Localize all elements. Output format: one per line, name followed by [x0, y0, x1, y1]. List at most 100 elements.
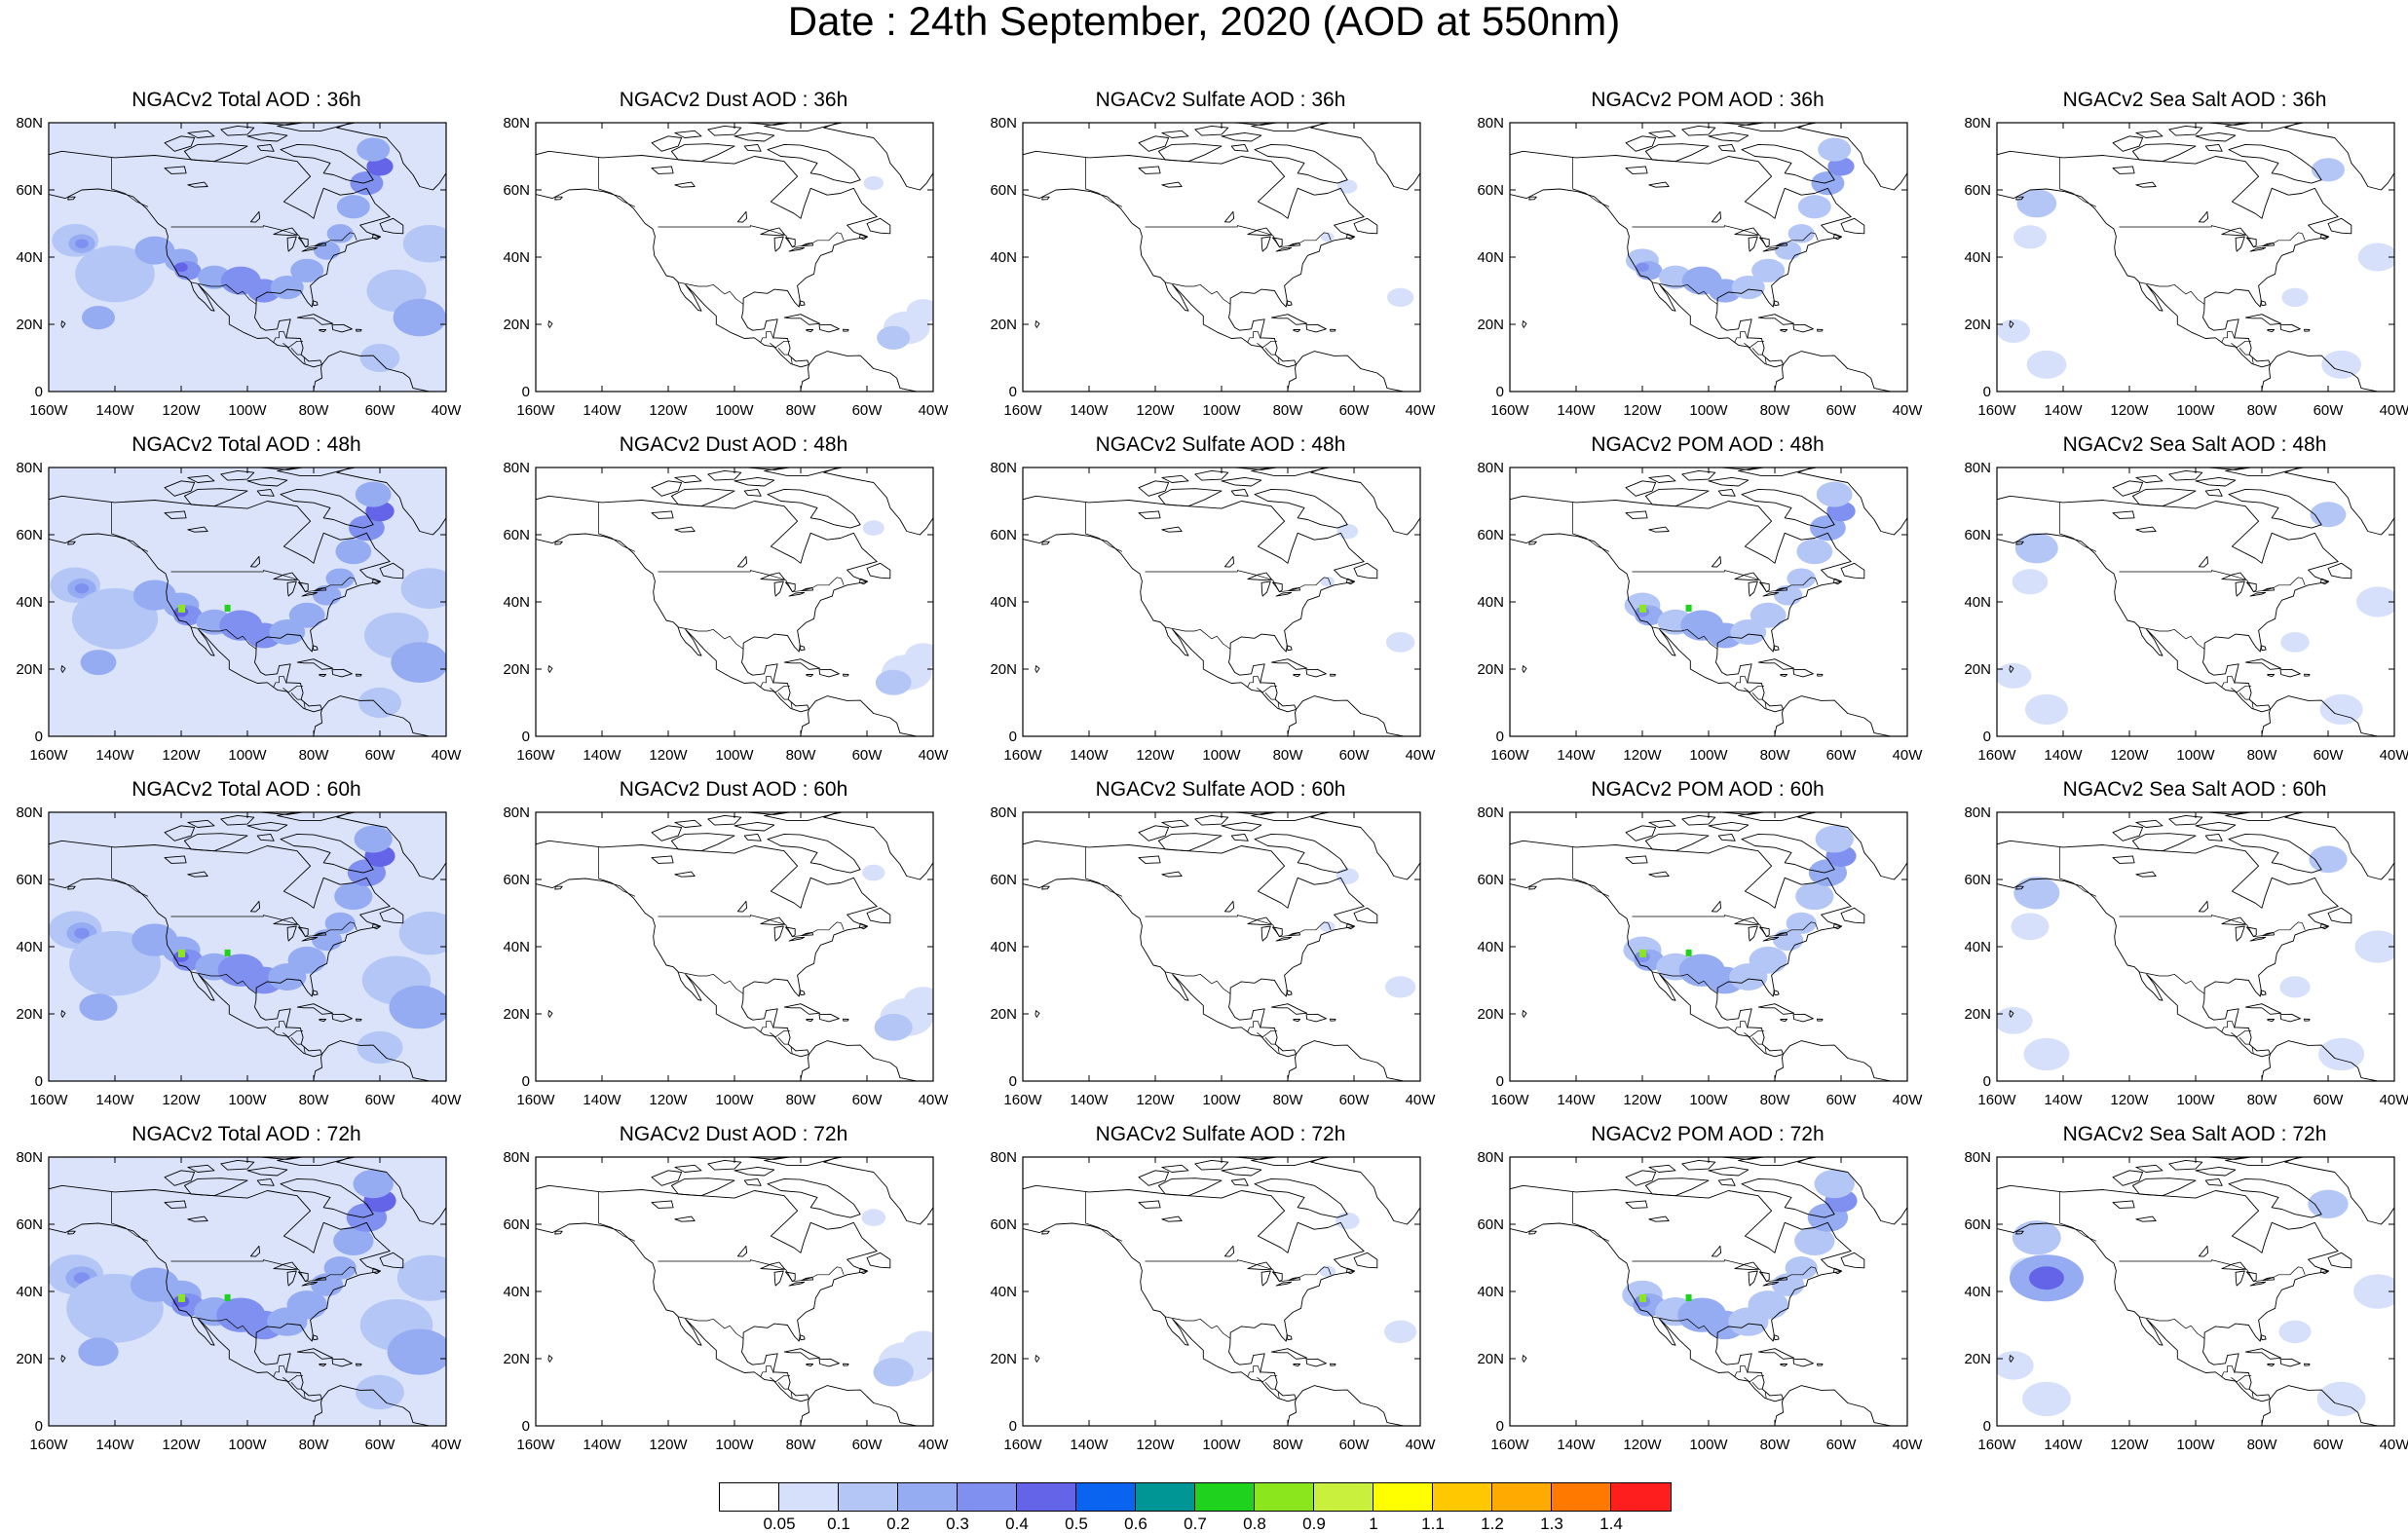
political-border: [2059, 502, 2097, 552]
aod-plume: [1797, 195, 1831, 219]
coastline-outline: [1758, 237, 1770, 248]
lat-tick-label: 80N: [990, 804, 1017, 821]
coastline-outline: [1625, 825, 1657, 841]
aod-hotspot: [1685, 604, 1692, 612]
political-border: [2221, 1365, 2236, 1378]
coastline-outline: [2195, 1166, 2237, 1177]
lon-tick-label: 40W: [432, 747, 463, 764]
lat-tick-label: 80N: [1477, 460, 1504, 476]
aod-plume: [335, 539, 372, 565]
political-border: [2119, 225, 2306, 248]
coastline-outline: [2261, 1385, 2381, 1426]
coastline-outline: [1734, 572, 1760, 581]
political-border: [777, 1036, 789, 1045]
aod-plume: [325, 568, 355, 589]
lon-tick-label: 120W: [162, 747, 201, 764]
political-border: [1734, 330, 1749, 344]
coastline-outline: [2198, 900, 2209, 913]
aod-plume: [323, 1256, 357, 1280]
coastline-outline: [2228, 143, 2322, 184]
lon-tick-label: 100W: [1689, 1092, 1728, 1108]
lat-tick-label: 40N: [1477, 249, 1504, 266]
coastline-outline: [843, 1363, 849, 1366]
coastline-outline: [866, 217, 891, 235]
coastline-outline: [1138, 1170, 1170, 1186]
coastline-outline: [859, 578, 869, 585]
aod-plume: [1775, 241, 1802, 260]
coastline-outline: [1625, 510, 1648, 519]
coastline-outline: [1023, 840, 1365, 1058]
coastline-outline: [1681, 1159, 1716, 1171]
coastline-outline: [1275, 936, 1293, 942]
lat-tick-label: 60N: [16, 1216, 43, 1233]
coastline-outline: [2249, 936, 2267, 942]
political-border: [598, 157, 636, 207]
coastline-outline: [743, 833, 762, 841]
aod-plume: [290, 258, 324, 282]
aod-plume: [334, 882, 373, 911]
coastline-outline: [1774, 1385, 1894, 1426]
coastline-outline: [356, 1363, 362, 1366]
aod-plume: [2013, 877, 2060, 910]
lon-tick-label: 120W: [649, 747, 688, 764]
coastline-outline: [1275, 591, 1293, 597]
coastline-outline: [1293, 1364, 1301, 1367]
coastline-outline: [1138, 166, 1161, 174]
lon-tick-label: 120W: [649, 1437, 688, 1453]
political-border: [2221, 330, 2236, 344]
coastline-outline: [379, 217, 404, 235]
lat-tick-label: 0: [1009, 1418, 1017, 1435]
lat-tick-label: 60N: [1477, 527, 1504, 543]
coastline-outline: [2249, 1281, 2267, 1287]
coastline-outline: [1023, 495, 1365, 713]
coastline-outline: [773, 1270, 784, 1287]
coastline-outline: [799, 1334, 806, 1341]
coastline-outline: [2135, 181, 2157, 188]
coastline-outline: [1157, 833, 1223, 852]
lat-tick-label: 0: [522, 1073, 530, 1090]
political-border: [2138, 281, 2205, 305]
coastline-outline: [273, 1261, 299, 1271]
colorbar-level-label: 0.6: [1124, 1514, 1148, 1533]
lon-tick-label: 140W: [1070, 1092, 1109, 1108]
coastline-outline: [336, 812, 446, 880]
lon-tick-label: 80W: [299, 747, 330, 764]
coastline-outline: [1161, 130, 1189, 138]
aod-plume: [1794, 1226, 1835, 1255]
coastline-outline: [2198, 1245, 2209, 1257]
coastline-outline: [1247, 227, 1273, 237]
political-border: [1247, 330, 1261, 344]
lon-tick-label: 60W: [365, 1092, 396, 1108]
aod-map: 160W 140W 120W 100W 80W 60W 40W 0 20N 40N 60N 80N: [1477, 804, 1923, 1108]
aod-plume: [1320, 920, 1336, 932]
lon-tick-label: 120W: [1623, 1437, 1662, 1453]
lon-tick-label: 80W: [786, 1092, 817, 1108]
lat-tick-label: 40N: [503, 1284, 530, 1300]
aod-plume: [1814, 1169, 1855, 1199]
political-border: [190, 1316, 257, 1339]
lat-tick-label: 40N: [1477, 594, 1504, 611]
aod-plume: [861, 1209, 886, 1226]
lat-tick-label: 20N: [503, 1006, 530, 1023]
coastline-outline: [1797, 123, 1907, 191]
coastline-outline: [1522, 320, 1527, 328]
coastlines: [1023, 1157, 1420, 1426]
lat-tick-label: 40N: [16, 939, 43, 955]
coastline-outline: [547, 1355, 553, 1363]
coastline-outline: [164, 135, 196, 152]
map-panel: NGACv2 Dust AOD : 60h 160W 140W 120W 100W 80W…: [489, 777, 971, 1118]
aod-shading: [1622, 1169, 1858, 1340]
political-border: [2251, 702, 2254, 709]
coastline-outline: [1260, 236, 1271, 252]
lat-tick-label: 80N: [503, 115, 530, 131]
political-border: [273, 330, 287, 344]
aod-plume: [2354, 930, 2394, 963]
aod-hotspot: [178, 1293, 185, 1302]
lon-tick-label: 120W: [1623, 747, 1662, 764]
map-panel: NGACv2 Sulfate AOD : 60h 160W 140W 120W 100W…: [976, 777, 1458, 1118]
panel-title: NGACv2 Total AOD : 36h: [132, 89, 361, 111]
coastline-outline: [1708, 1166, 1750, 1177]
political-border: [677, 971, 744, 994]
lon-tick-label: 160W: [516, 747, 555, 764]
aod-plume: [324, 912, 356, 934]
